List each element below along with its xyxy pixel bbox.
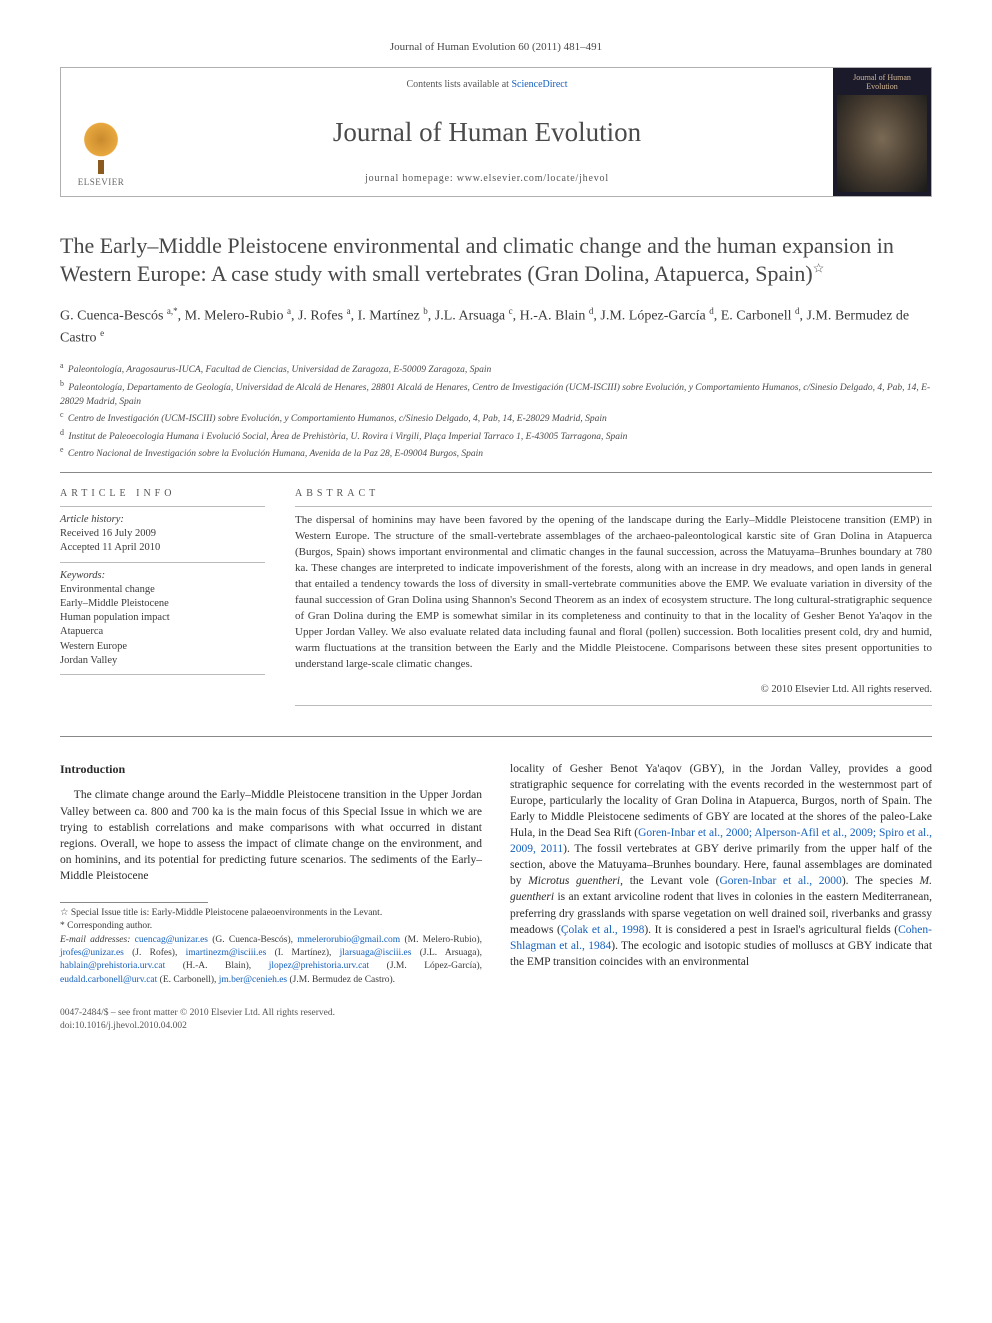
email-attribution: (J.M. López-García),	[387, 961, 482, 971]
homepage-line: journal homepage: www.elsevier.com/locat…	[149, 172, 825, 186]
affiliation-line: e Centro Nacional de Investigación sobre…	[60, 444, 932, 461]
keyword: Human population impact	[60, 611, 265, 625]
history-label: Article history:	[60, 513, 265, 527]
abstract-heading: ABSTRACT	[295, 487, 932, 501]
divider	[60, 674, 265, 675]
email-attribution: (J.L. Arsuaga),	[420, 948, 482, 958]
email-link[interactable]: jrofes@unizar.es	[60, 948, 124, 958]
keyword: Environmental change	[60, 583, 265, 597]
keyword: Jordan Valley	[60, 654, 265, 668]
email-link[interactable]: mmelerorubio@gmail.com	[297, 935, 400, 945]
email-link[interactable]: eudald.carbonell@urv.cat	[60, 975, 157, 985]
keyword: Early–Middle Pleistocene	[60, 597, 265, 611]
email-attribution: (G. Cuenca-Bescós),	[212, 935, 293, 945]
masthead-center: Contents lists available at ScienceDirec…	[141, 68, 833, 196]
sciencedirect-link[interactable]: ScienceDirect	[511, 79, 567, 90]
author-list: G. Cuenca-Bescós a,*, M. Melero-Rubio a,…	[60, 305, 932, 348]
citation-link[interactable]: Çolak et al., 1998	[561, 924, 645, 936]
doi-line: doi:10.1016/j.jhevol.2010.04.002	[60, 1020, 932, 1033]
affiliations: a Paleontología, Aragosaurus-IUCA, Facul…	[60, 360, 932, 461]
email-attribution: (M. Melero-Rubio),	[404, 935, 482, 945]
body-text-run: The climate change around the Early–Midd…	[60, 789, 482, 881]
received-date: Received 16 July 2009	[60, 527, 265, 541]
keyword: Western Europe	[60, 640, 265, 654]
corresponding-author-footnote: * Corresponding author.	[60, 920, 482, 933]
email-attribution: (I. Martínez),	[275, 948, 332, 958]
email-link[interactable]: imartinezm@isciii.es	[186, 948, 267, 958]
email-link[interactable]: jlopez@prehistoria.urv.cat	[269, 961, 369, 971]
journal-cover-thumb: Journal of Human Evolution	[833, 68, 931, 196]
footnotes: ☆ Special Issue title is: Early-Middle P…	[60, 902, 482, 987]
body-text-run: ). The species	[842, 875, 920, 887]
accepted-date: Accepted 11 April 2010	[60, 541, 265, 555]
citation-link[interactable]: Goren-Inbar et al., 2000	[719, 875, 841, 887]
journal-title: Journal of Human Evolution	[149, 114, 825, 150]
contents-prefix: Contents lists available at	[406, 79, 511, 90]
cover-image	[837, 95, 927, 191]
abstract-copyright: © 2010 Elsevier Ltd. All rights reserved…	[295, 683, 932, 697]
email-link[interactable]: jm.ber@cenieh.es	[219, 975, 287, 985]
species-name: Microtus guentheri	[528, 875, 620, 887]
homepage-prefix: journal homepage:	[365, 173, 457, 184]
special-issue-footnote: ☆ Special Issue title is: Early-Middle P…	[60, 907, 482, 920]
affiliation-line: d Institut de Paleoecologia Humana i Evo…	[60, 427, 932, 444]
email-attribution: (J.M. Bermudez de Castro).	[290, 975, 396, 985]
article-title: The Early–Middle Pleistocene environment…	[60, 232, 932, 289]
email-link[interactable]: cuencag@unizar.es	[135, 935, 208, 945]
divider	[60, 472, 932, 473]
email-link[interactable]: jlarsuaga@isciii.es	[340, 948, 412, 958]
elsevier-tree-icon	[76, 122, 126, 172]
body-text: Introduction The climate change around t…	[60, 761, 932, 987]
divider	[295, 705, 932, 706]
section-heading-introduction: Introduction	[60, 761, 482, 778]
body-text-run: , the Levant vole (	[620, 875, 719, 887]
contents-available-line: Contents lists available at ScienceDirec…	[149, 78, 825, 92]
title-footnote-marker: ☆	[813, 261, 825, 276]
abstract-text: The dispersal of hominins may have been …	[295, 507, 932, 672]
keywords-label: Keywords:	[60, 569, 265, 583]
keyword: Atapuerca	[60, 625, 265, 639]
cover-title: Journal of Human Evolution	[837, 72, 927, 94]
body-text-run: ). It is considered a pest in Israel's a…	[644, 924, 898, 936]
publisher-logo-block: ELSEVIER	[61, 68, 141, 196]
homepage-url[interactable]: www.elsevier.com/locate/jhevol	[457, 173, 609, 184]
affiliation-line: b Paleontología, Departamento de Geologí…	[60, 378, 932, 410]
email-attribution: (J. Rofes),	[132, 948, 177, 958]
article-info-sidebar: ARTICLE INFO Article history: Received 1…	[60, 487, 265, 706]
page-footer: 0047-2484/$ – see front matter © 2010 El…	[60, 1007, 932, 1034]
affiliation-line: a Paleontología, Aragosaurus-IUCA, Facul…	[60, 360, 932, 377]
email-attribution: (E. Carbonell),	[160, 975, 217, 985]
affiliation-line: c Centro de Investigación (UCM-ISCIII) s…	[60, 409, 932, 426]
abstract-block: ABSTRACT The dispersal of hominins may h…	[295, 487, 932, 706]
email-link[interactable]: hablain@prehistoria.urv.cat	[60, 961, 165, 971]
running-header: Journal of Human Evolution 60 (2011) 481…	[60, 40, 932, 55]
body-paragraph: locality of Gesher Benot Ya'aqov (GBY), …	[510, 761, 932, 970]
article-info-heading: ARTICLE INFO	[60, 487, 265, 501]
copyright-line: 0047-2484/$ – see front matter © 2010 El…	[60, 1007, 932, 1020]
journal-masthead: ELSEVIER Contents lists available at Sci…	[60, 67, 932, 197]
article-title-text: The Early–Middle Pleistocene environment…	[60, 233, 894, 287]
article-history: Article history: Received 16 July 2009 A…	[60, 507, 265, 562]
body-paragraph: The climate change around the Early–Midd…	[60, 787, 482, 884]
keywords-block: Keywords: Environmental changeEarly–Midd…	[60, 563, 265, 674]
divider	[60, 736, 932, 737]
email-attribution: (H.-A. Blain),	[183, 961, 251, 971]
email-addresses: E-mail addresses: cuencag@unizar.es (G. …	[60, 934, 482, 987]
publisher-name: ELSEVIER	[78, 176, 125, 188]
